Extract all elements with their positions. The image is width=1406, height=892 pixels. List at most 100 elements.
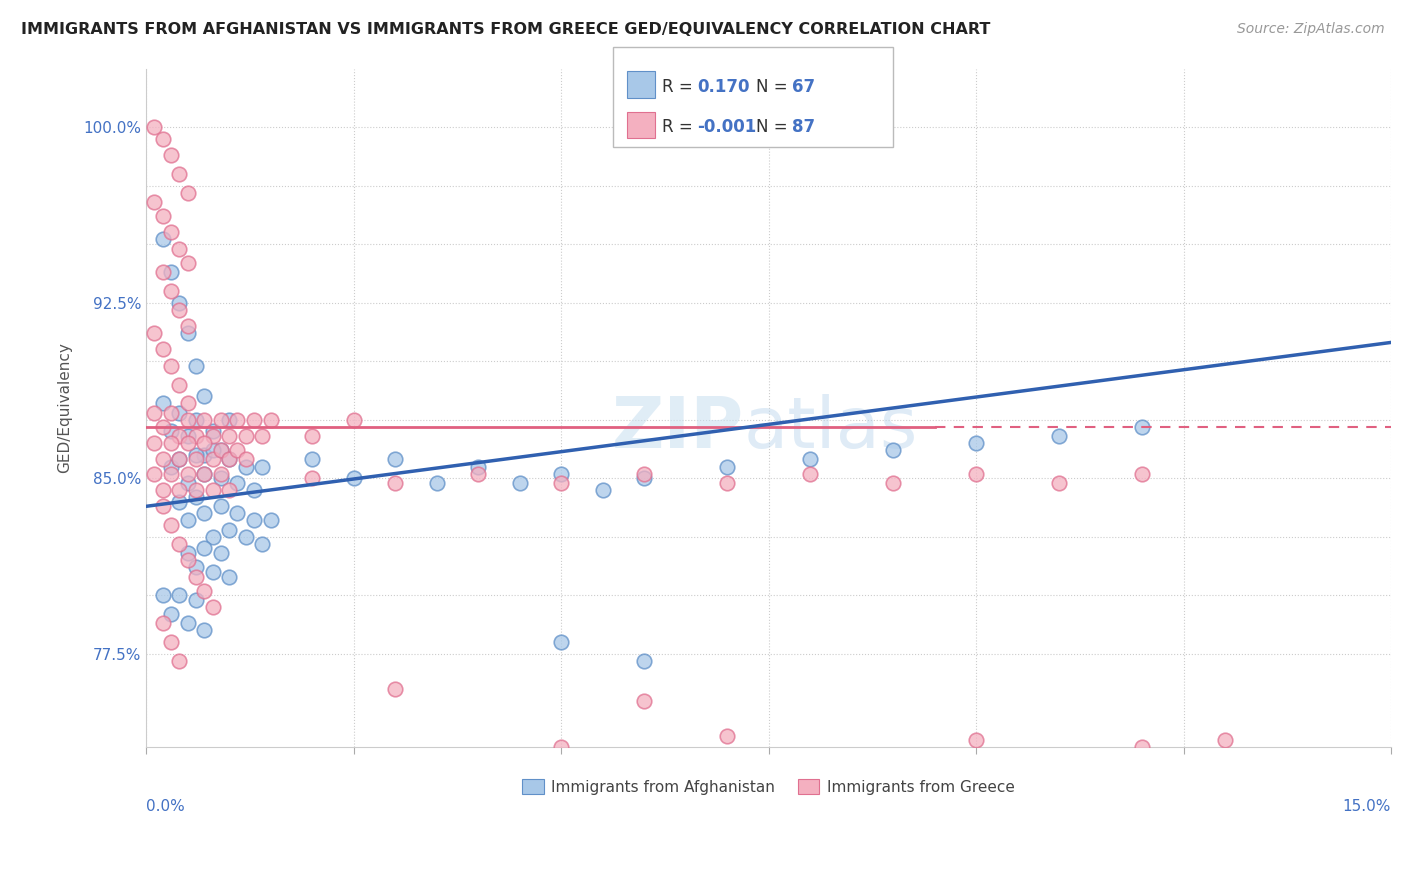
Point xyxy=(259,413,281,427)
Point xyxy=(152,419,174,434)
Point xyxy=(152,616,174,631)
Point xyxy=(169,429,191,443)
Point xyxy=(243,483,266,497)
Point xyxy=(252,537,274,551)
Point xyxy=(384,452,406,467)
Point xyxy=(193,467,215,481)
Point xyxy=(176,326,198,340)
Point xyxy=(152,132,174,146)
Point xyxy=(169,654,191,668)
Point xyxy=(301,471,323,485)
Point xyxy=(550,467,572,481)
Point xyxy=(176,186,198,200)
Text: N =: N = xyxy=(756,78,793,96)
Point xyxy=(143,194,166,209)
Point xyxy=(176,475,198,490)
Point xyxy=(209,443,232,458)
Point xyxy=(176,553,198,567)
Point xyxy=(184,593,207,607)
Point xyxy=(343,413,366,427)
Point xyxy=(169,483,191,497)
Point xyxy=(209,443,232,458)
Point xyxy=(209,467,232,481)
Point xyxy=(176,396,198,410)
Point xyxy=(235,452,257,467)
Text: R =: R = xyxy=(662,118,699,136)
Point xyxy=(176,616,198,631)
Point xyxy=(169,452,191,467)
Point xyxy=(209,500,232,514)
Point xyxy=(201,530,224,544)
Point xyxy=(218,452,240,467)
Point xyxy=(209,413,232,427)
Point xyxy=(184,448,207,462)
Point xyxy=(184,429,207,443)
Point xyxy=(193,541,215,556)
Point xyxy=(252,459,274,474)
Point xyxy=(160,284,183,298)
Point xyxy=(633,693,655,707)
Point xyxy=(152,396,174,410)
Point xyxy=(184,452,207,467)
Text: atlas: atlas xyxy=(744,394,918,463)
Point xyxy=(550,635,572,649)
Point xyxy=(160,459,183,474)
Point xyxy=(184,569,207,583)
Point xyxy=(201,452,224,467)
Point xyxy=(426,475,449,490)
Point xyxy=(882,443,904,458)
Legend: Immigrants from Afghanistan, Immigrants from Greece: Immigrants from Afghanistan, Immigrants … xyxy=(516,773,1021,801)
Text: ZIP: ZIP xyxy=(612,394,744,463)
Point xyxy=(176,256,198,270)
Text: 0.0%: 0.0% xyxy=(146,799,186,814)
Text: 67: 67 xyxy=(792,78,814,96)
Point xyxy=(1130,419,1153,434)
Point xyxy=(218,569,240,583)
Point xyxy=(965,436,987,450)
Point xyxy=(1130,467,1153,481)
Point xyxy=(226,506,249,520)
Point xyxy=(201,429,224,443)
Point xyxy=(193,413,215,427)
Point xyxy=(160,265,183,279)
Point xyxy=(799,467,821,481)
Point xyxy=(301,429,323,443)
Point xyxy=(193,583,215,598)
Point xyxy=(201,425,224,439)
Point xyxy=(235,459,257,474)
Point xyxy=(152,588,174,602)
Point xyxy=(193,389,215,403)
Point xyxy=(799,452,821,467)
Point xyxy=(143,120,166,134)
Point xyxy=(209,471,232,485)
Point xyxy=(160,425,183,439)
Point xyxy=(226,475,249,490)
Point xyxy=(169,167,191,181)
Point xyxy=(218,413,240,427)
Point xyxy=(243,513,266,527)
Point xyxy=(235,530,257,544)
Point xyxy=(1047,475,1070,490)
Point xyxy=(169,302,191,317)
Point xyxy=(176,513,198,527)
Point xyxy=(160,226,183,240)
Point xyxy=(176,413,198,427)
Point xyxy=(201,443,224,458)
Point xyxy=(169,377,191,392)
Point xyxy=(169,588,191,602)
Point xyxy=(169,295,191,310)
Point xyxy=(235,429,257,443)
Point xyxy=(633,654,655,668)
Point xyxy=(143,406,166,420)
Text: IMMIGRANTS FROM AFGHANISTAN VS IMMIGRANTS FROM GREECE GED/EQUIVALENCY CORRELATIO: IMMIGRANTS FROM AFGHANISTAN VS IMMIGRANT… xyxy=(21,22,990,37)
Point xyxy=(633,467,655,481)
Point xyxy=(218,452,240,467)
Point xyxy=(218,429,240,443)
Text: 15.0%: 15.0% xyxy=(1343,799,1391,814)
Point xyxy=(160,436,183,450)
Point xyxy=(218,523,240,537)
Point xyxy=(1213,733,1236,747)
Text: 0.170: 0.170 xyxy=(697,78,749,96)
Point xyxy=(716,729,738,743)
Point xyxy=(193,448,215,462)
